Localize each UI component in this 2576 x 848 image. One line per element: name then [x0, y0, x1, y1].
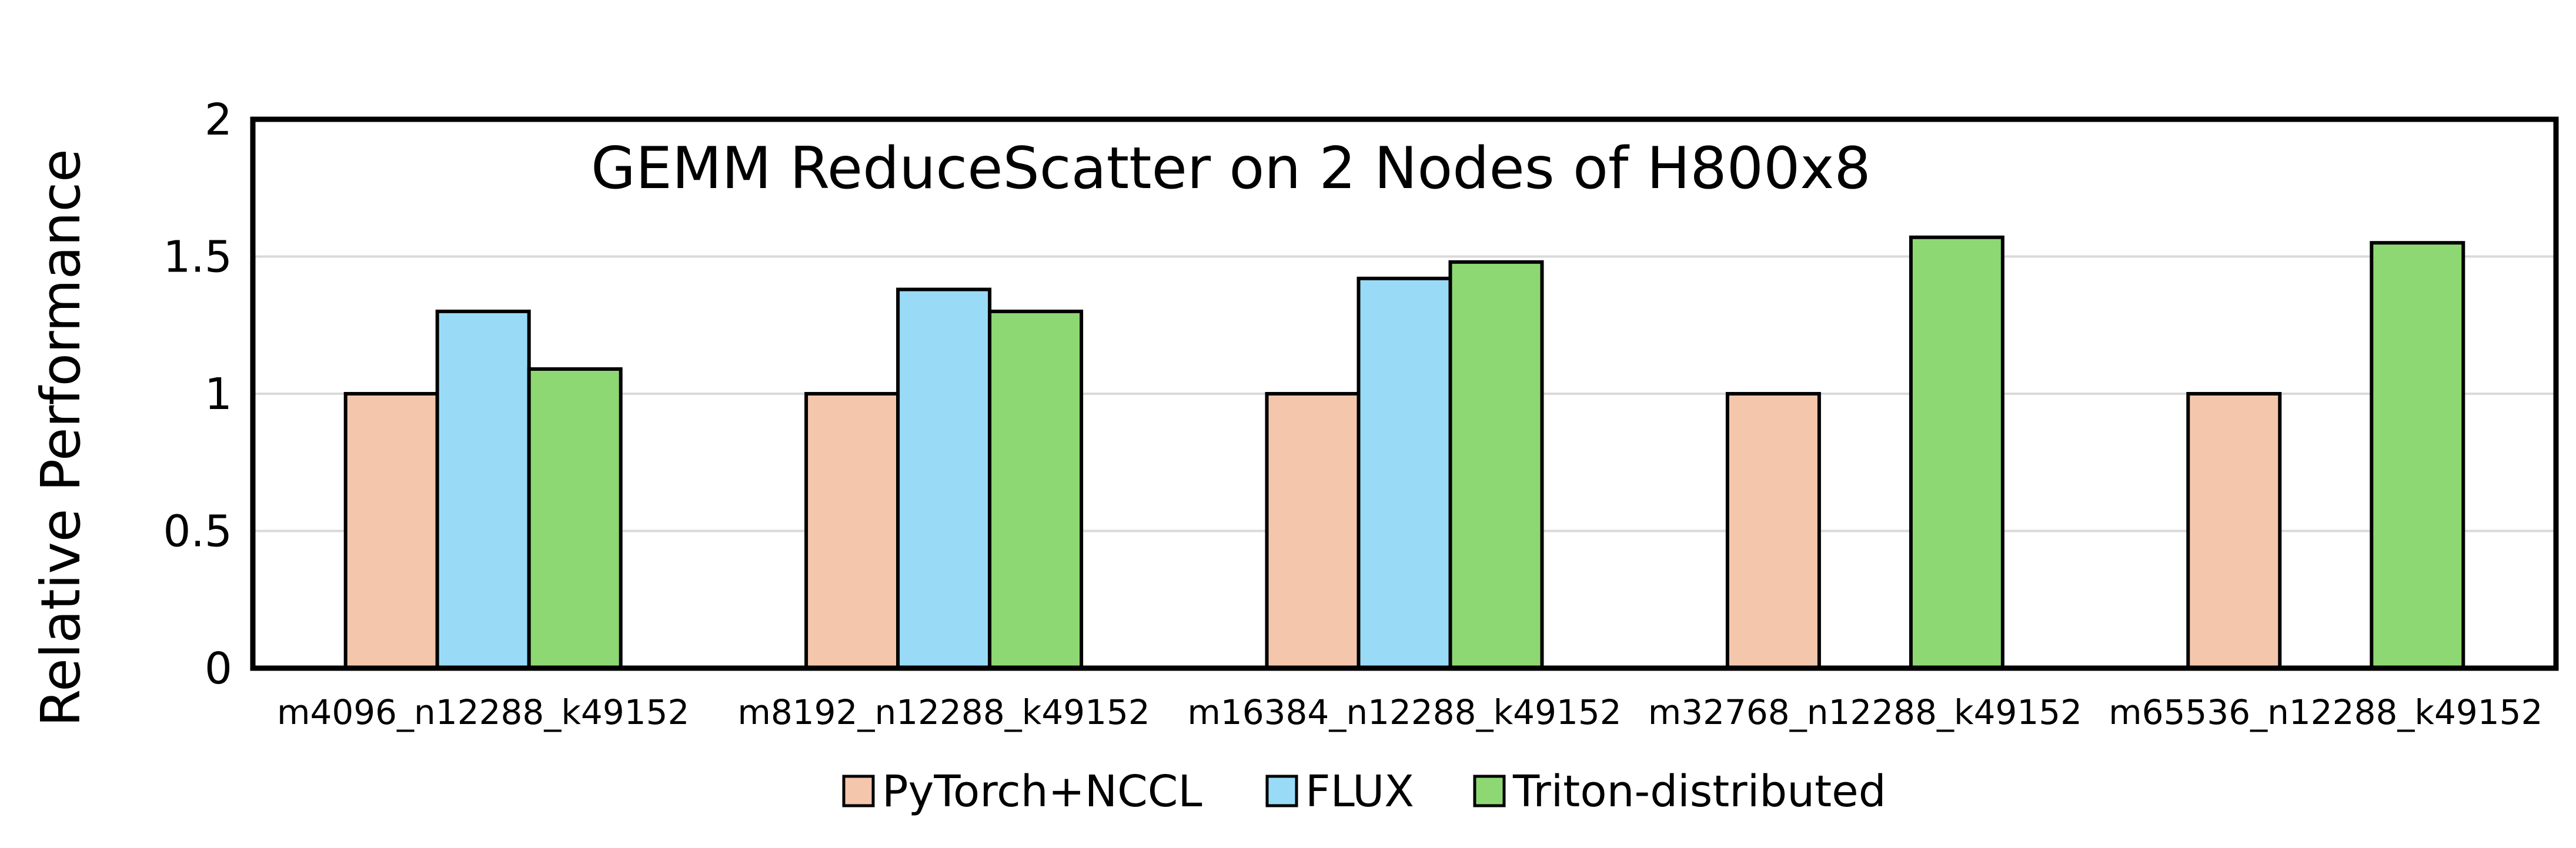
y-tick-label: 1.5 — [163, 232, 232, 283]
bar-pytorch-nccl-3 — [1265, 392, 1361, 670]
bar-pytorch-nccl-1 — [343, 392, 439, 670]
y-axis-label: Relative Performance — [29, 149, 92, 726]
y-tick-label: 0.5 — [163, 507, 232, 557]
bar-flux-2 — [896, 287, 992, 671]
x-tick-label: m4096_n12288_k49152 — [277, 692, 689, 732]
bar-pytorch-nccl-2 — [804, 392, 900, 670]
y-tick-label: 1 — [205, 369, 232, 420]
bars — [343, 235, 2465, 671]
legend: PyTorch+NCCL FLUX Triton-distributed — [842, 766, 1886, 817]
y-axis-tick-labels: 0 0.5 1 1.5 2 — [163, 95, 232, 694]
chart-title: GEMM ReduceScatter on 2 Nodes of H800x8 — [591, 135, 1871, 202]
x-tick-label: m16384_n12288_k49152 — [1187, 692, 1621, 732]
legend-label: PyTorch+NCCL — [882, 766, 1202, 817]
y-tick-label: 2 — [205, 95, 232, 145]
y-tick-label: 0 — [205, 643, 232, 694]
legend-swatch — [1265, 775, 1298, 807]
x-tick-label: m8192_n12288_k49152 — [737, 692, 1150, 732]
bar-triton-distributed-1 — [527, 367, 623, 670]
bar-pytorch-nccl-5 — [2186, 392, 2282, 670]
bar-flux-1 — [435, 309, 531, 670]
x-tick-label: m65536_n12288_k49152 — [2109, 692, 2542, 732]
bar-pytorch-nccl-4 — [1725, 392, 1821, 670]
bar-triton-distributed-4 — [1909, 235, 2004, 670]
bar-triton-distributed-5 — [2370, 241, 2465, 670]
legend-swatch — [1473, 775, 1506, 807]
bar-flux-3 — [1357, 276, 1452, 670]
x-axis-tick-labels: m4096_n12288_k49152 m8192_n12288_k49152 m1… — [277, 692, 2543, 732]
legend-label: Triton-distributed — [1512, 766, 1886, 817]
legend-label: FLUX — [1305, 766, 1414, 817]
plot-area-frame — [250, 116, 2559, 671]
legend-swatch — [842, 775, 875, 807]
x-tick-label: m32768_n12288_k49152 — [1648, 692, 2082, 732]
bar-triton-distributed-3 — [1448, 260, 1544, 670]
bar-triton-distributed-2 — [988, 309, 1084, 670]
